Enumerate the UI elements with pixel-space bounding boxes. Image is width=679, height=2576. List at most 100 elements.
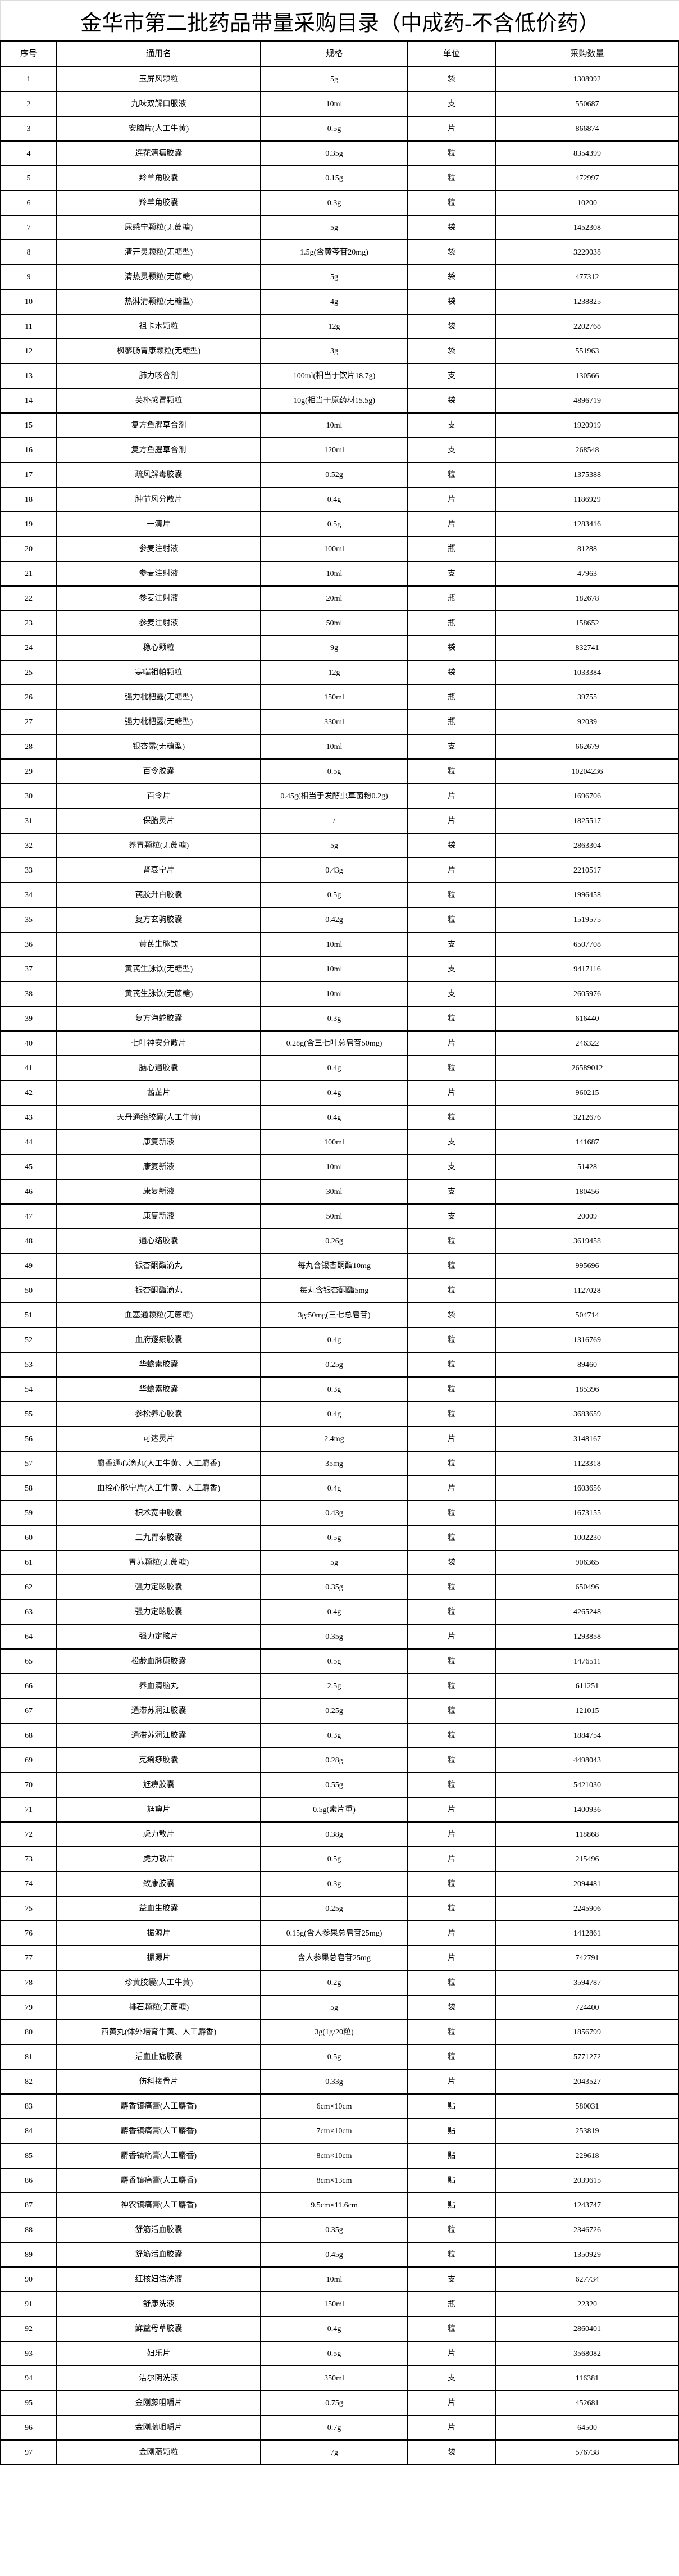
serial-no-cell: 82 (0, 2069, 57, 2095)
table-row: 69 克痢痧胶囊 0.28g 粒 4498043 (0, 1747, 679, 1773)
generic-name-cell: 伤科接骨片 (56, 2069, 261, 2095)
unit-cell: 片 (407, 1624, 496, 1650)
unit-cell: 粒 (407, 1105, 496, 1130)
specification-cell: 2.4mg (260, 1426, 408, 1452)
unit-cell: 粒 (407, 1574, 496, 1600)
specification-text: 0.45g(相当于发酵虫草菌粉0.2g) (280, 792, 388, 801)
table-row: 95 金刚藤咀嚼片 0.75g 片 452681 (0, 2390, 679, 2416)
serial-no-cell: 38 (0, 981, 57, 1007)
generic-name-cell: 银杏酮酯滴丸 (56, 1253, 261, 1279)
specification-cell: 每丸含银杏酮酯10mg (260, 1253, 408, 1279)
generic-name-cell: 金刚藤颗粒 (56, 2439, 261, 2465)
serial-no-cell: 81 (0, 2044, 57, 2070)
specification-cell: 0.55g (260, 1772, 408, 1798)
quantity-cell: 1673155 (495, 1500, 679, 1526)
unit-cell: 粒 (407, 758, 496, 784)
unit-cell: 粒 (407, 1228, 496, 1254)
unit-cell: 支 (407, 437, 496, 463)
specification-cell: 0.5g (260, 2341, 408, 2366)
serial-no-cell: 71 (0, 1797, 57, 1823)
serial-no-cell: 70 (0, 1772, 57, 1798)
generic-name-cell: 复方鱼腥草合剂 (56, 437, 261, 463)
generic-name-cell: 热淋清颗粒(无糖型) (56, 289, 261, 315)
header-specification: 规格 (260, 40, 408, 67)
serial-no-cell: 45 (0, 1154, 57, 1180)
unit-cell: 贴 (407, 2118, 496, 2144)
generic-name-cell: 枫蓼肠胃康颗粒(无糖型) (56, 338, 261, 364)
table-row: 73 虎力散片 0.5g 片 215496 (0, 1846, 679, 1872)
quantity-cell: 1308992 (495, 66, 679, 92)
table-row: 87 神农镇痛膏(人工麝香) 9.5cm×11.6cm 贴 1243747 (0, 2192, 679, 2218)
unit-cell: 粒 (407, 882, 496, 908)
table-row: 9 清热灵颗粒(无蔗糖) 5g 袋 477312 (0, 264, 679, 290)
quantity-cell: 1002230 (495, 1525, 679, 1551)
specification-cell: 350ml (260, 2365, 408, 2391)
generic-name-cell: 肺力咳合剂 (56, 363, 261, 389)
table-row: 55 参松养心胶囊 0.4g 粒 3683659 (0, 1401, 679, 1427)
table-row: 20 参麦注射液 100ml 瓶 81288 (0, 536, 679, 562)
unit-cell: 粒 (407, 140, 496, 166)
quantity-cell: 504714 (495, 1302, 679, 1328)
serial-no-cell: 25 (0, 660, 57, 685)
specification-cell: / (260, 808, 408, 834)
specification-cell: 0.43g (260, 857, 408, 883)
unit-cell: 粒 (407, 1970, 496, 1996)
serial-no-cell: 46 (0, 1179, 57, 1205)
specification-cell: 50ml (260, 610, 408, 636)
generic-name-cell: 康复新液 (56, 1203, 261, 1229)
specification-cell: 6cm×10cm (260, 2093, 408, 2119)
serial-no-cell: 60 (0, 1525, 57, 1551)
specification-cell: 0.7g (260, 2415, 408, 2441)
quantity-cell: 4896719 (495, 388, 679, 414)
specification-cell: 0.43g (260, 1500, 408, 1526)
unit-cell: 粒 (407, 1401, 496, 1427)
table-row: 77 振源片 含人参果总皂苷25mg 片 742791 (0, 1945, 679, 1971)
table-row: 11 祖卡木颗粒 12g 袋 2202768 (0, 314, 679, 339)
unit-cell: 粒 (407, 2217, 496, 2243)
generic-name-cell: 黄芪生脉饮(无糖型) (56, 956, 261, 982)
quantity-cell: 724400 (495, 1995, 679, 2020)
quantity-cell: 662679 (495, 734, 679, 760)
quantity-cell: 616440 (495, 1006, 679, 1032)
serial-no-cell: 4 (0, 140, 57, 166)
specification-cell: 0.3g (260, 1723, 408, 1748)
table-row: 43 天丹通络胶囊(人工牛黄) 0.4g 粒 3212676 (0, 1105, 679, 1130)
serial-no-cell: 86 (0, 2168, 57, 2193)
unit-cell: 袋 (407, 660, 496, 685)
specification-cell: 0.35g (260, 1624, 408, 1650)
unit-cell: 粒 (407, 1723, 496, 1748)
table-row: 38 黄芪生脉饮(无蔗糖) 10ml 支 2605976 (0, 981, 679, 1007)
quantity-cell: 253819 (495, 2118, 679, 2144)
specification-cell: 7cm×10cm (260, 2118, 408, 2144)
specification-cell: 10ml (260, 956, 408, 982)
quantity-cell: 182678 (495, 585, 679, 611)
table-row: 49 银杏酮酯滴丸 每丸含银杏酮酯10mg 粒 995696 (0, 1253, 679, 1279)
specification-cell: 0.5g (260, 1648, 408, 1674)
serial-no-cell: 55 (0, 1401, 57, 1427)
unit-cell: 袋 (407, 1550, 496, 1575)
quantity-cell: 5771272 (495, 2044, 679, 2070)
table-row: 62 强力定眩胶囊 0.35g 粒 650496 (0, 1574, 679, 1600)
generic-name-cell: 复方海蛇胶囊 (56, 1006, 261, 1032)
unit-cell: 粒 (407, 1006, 496, 1032)
generic-name-cell: 麝香镇痛膏(人工麝香) (56, 2093, 261, 2119)
specification-cell: 9.5cm×11.6cm (260, 2192, 408, 2218)
table-row: 46 康复新液 30ml 支 180456 (0, 1179, 679, 1205)
generic-name-cell: 九味双解口服液 (56, 91, 261, 117)
specification-cell: 0.35g (260, 1574, 408, 1600)
unit-cell: 支 (407, 561, 496, 587)
serial-no-cell: 87 (0, 2192, 57, 2218)
generic-name-cell: 银杏酮酯滴丸 (56, 1278, 261, 1303)
table-row: 56 可达灵片 2.4mg 片 3148167 (0, 1426, 679, 1452)
serial-no-cell: 36 (0, 932, 57, 957)
quantity-cell: 130566 (495, 363, 679, 389)
table-row: 8 清开灵颗粒(无糖型) 1.5g(含黄芩苷20mg) 袋 3229038 (0, 239, 679, 265)
unit-cell: 粒 (407, 1599, 496, 1625)
specification-cell: 0.35g (260, 2217, 408, 2243)
specification-cell: 10ml (260, 734, 408, 760)
serial-no-cell: 53 (0, 1352, 57, 1378)
quantity-cell: 3229038 (495, 239, 679, 265)
generic-name-cell: 肾衰宁片 (56, 857, 261, 883)
unit-cell: 支 (407, 2365, 496, 2391)
serial-no-cell: 1 (0, 66, 57, 92)
